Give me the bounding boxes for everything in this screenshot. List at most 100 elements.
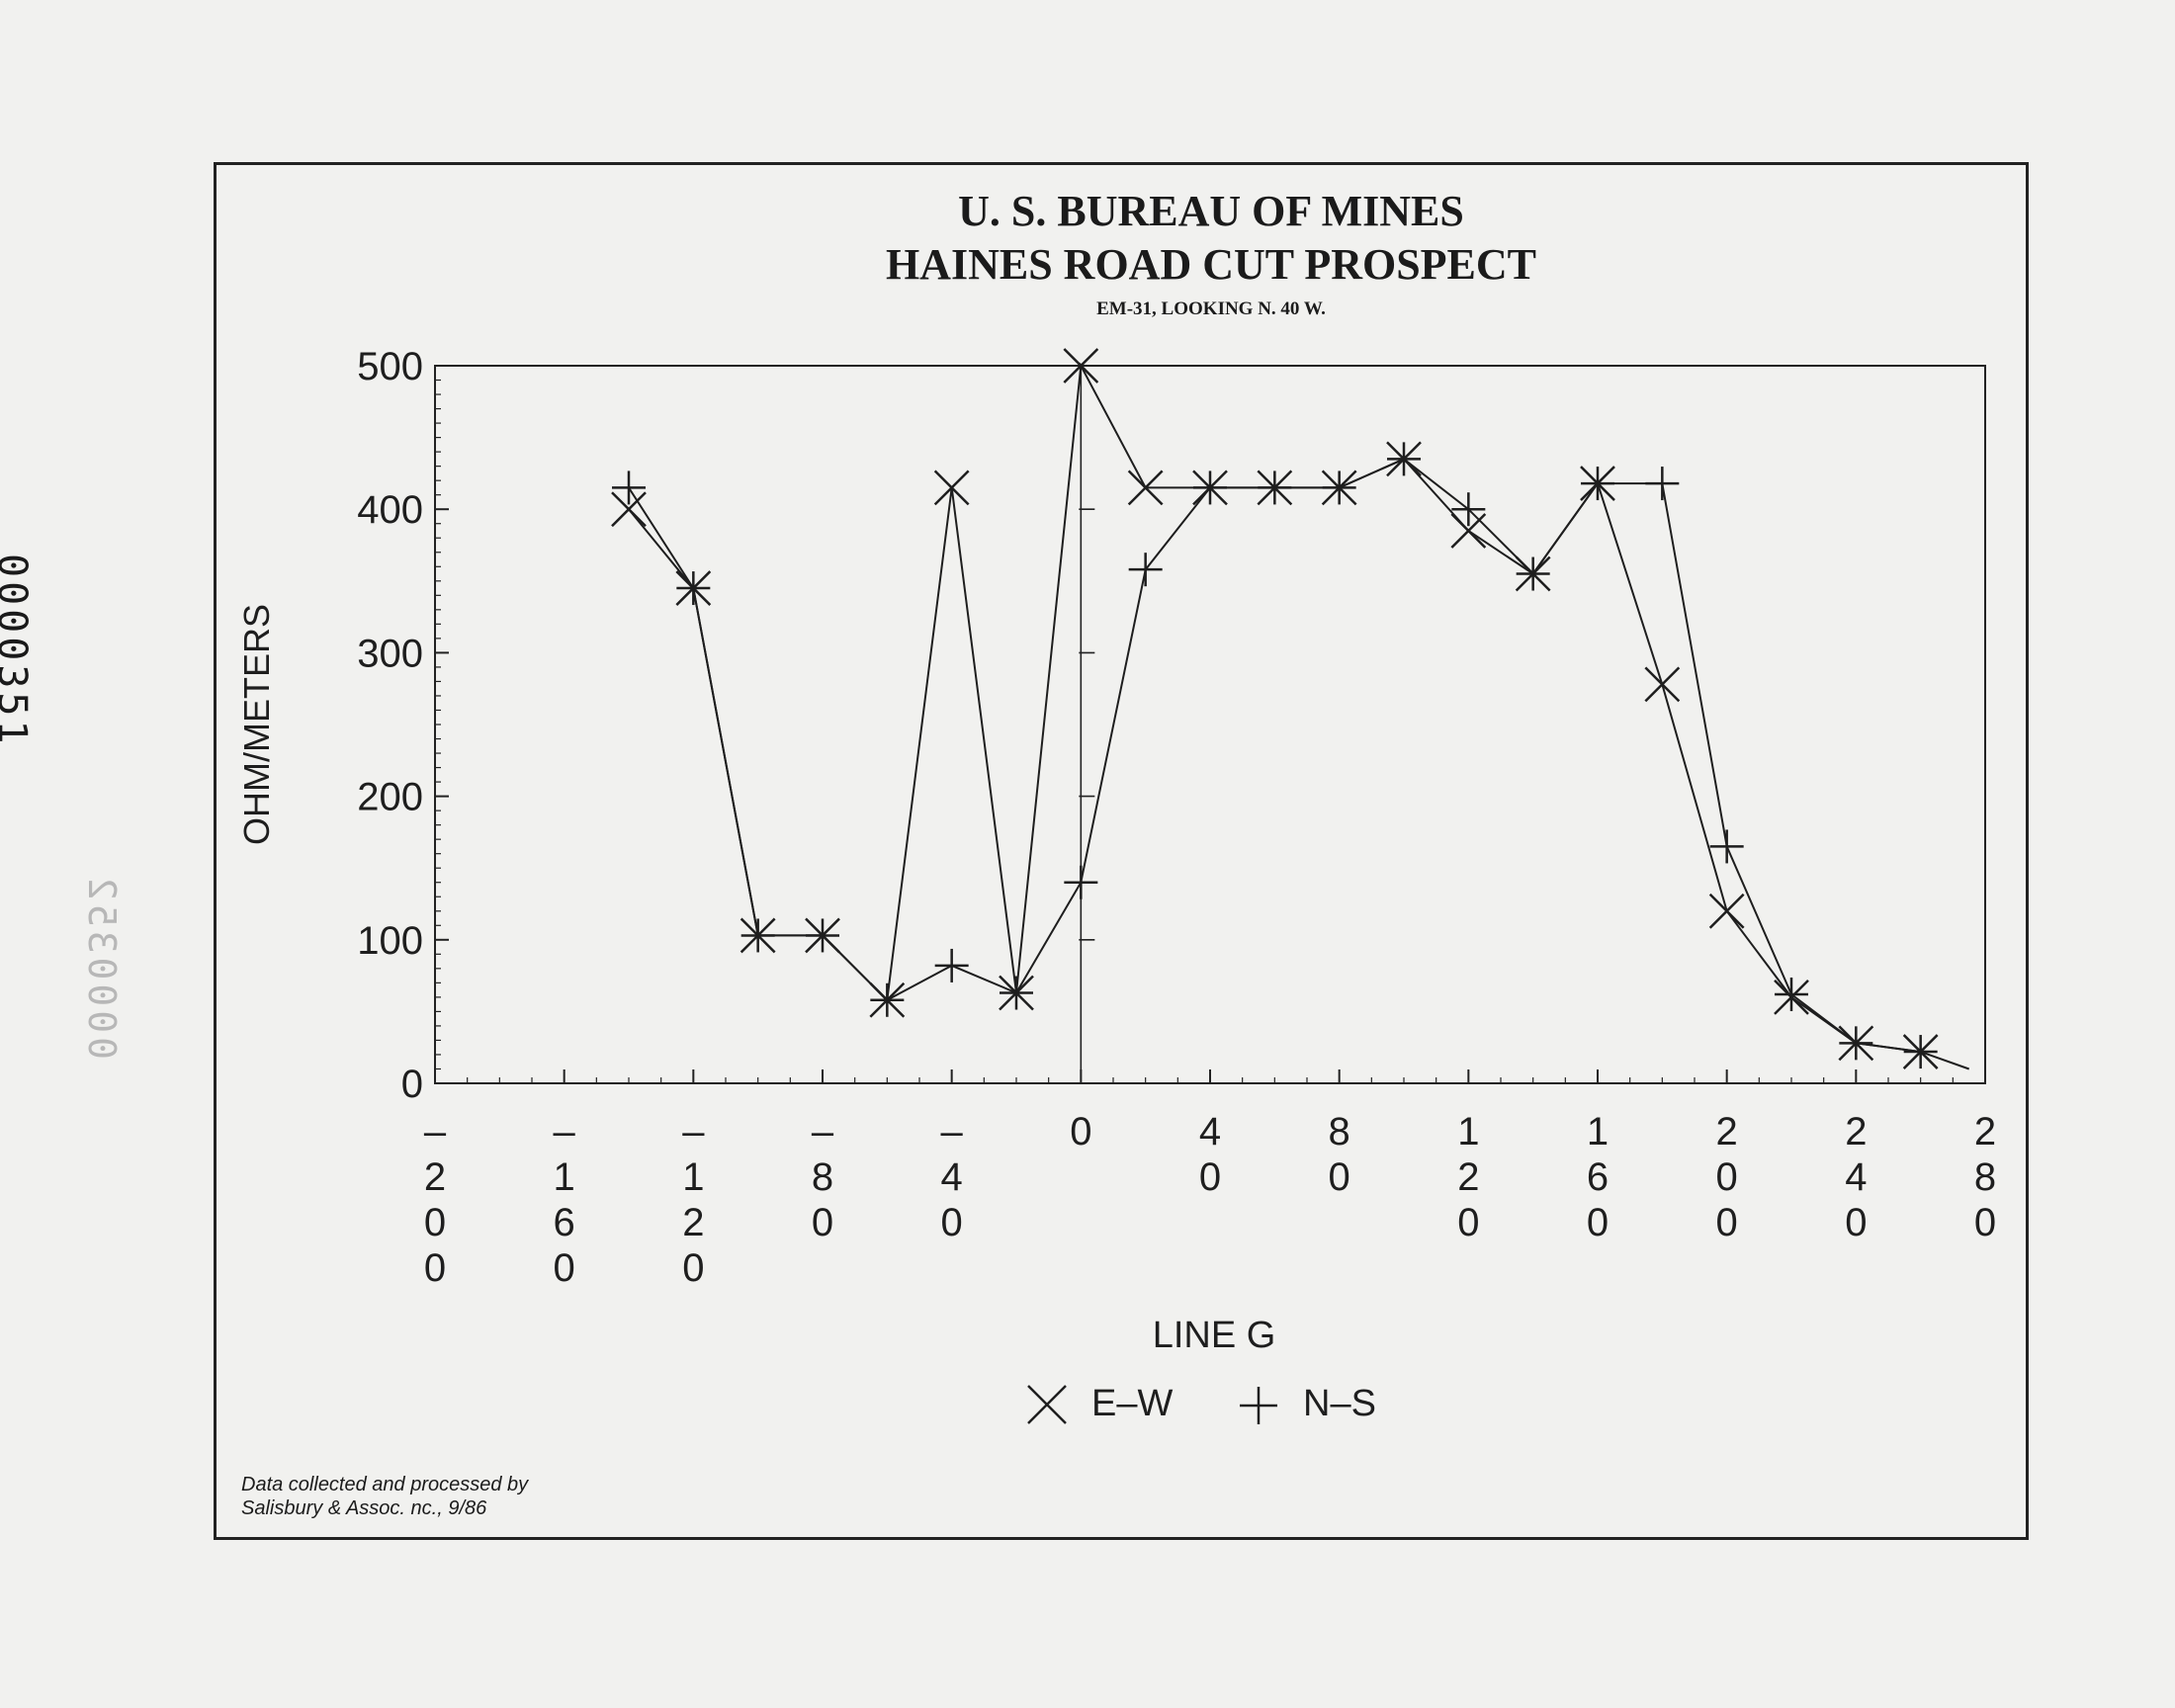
chart-title: U. S. BUREAU OF MINES — [958, 187, 1464, 235]
chart-subtitle: HAINES ROAD CUT PROSPECT — [886, 240, 1536, 289]
series-layer — [611, 348, 1970, 1070]
x-tick-label: 8 — [1974, 1155, 1996, 1199]
x-tick-label: 0 — [1716, 1155, 1738, 1199]
y-tick-label: 0 — [401, 1063, 423, 1106]
y-tick-label: 400 — [357, 488, 423, 532]
x-tick-label: 2 — [1457, 1155, 1479, 1199]
y-axis: 0 100 200 300 400 500 — [357, 345, 449, 1106]
series-ns — [612, 442, 1970, 1070]
x-tick-label: 2 — [1974, 1110, 1996, 1153]
x-tick-label: – — [812, 1110, 834, 1153]
marker-x — [1063, 348, 1099, 384]
x-tick-label: 1 — [554, 1155, 575, 1199]
zero-reference-line — [1079, 366, 1095, 1083]
marker-plus — [1258, 470, 1292, 505]
x-tick-label: 0 — [812, 1201, 833, 1244]
legend-marker-ns — [1240, 1387, 1277, 1424]
x-tick-label: 8 — [812, 1155, 833, 1199]
x-tick-label: 0 — [682, 1246, 704, 1290]
x-tick-label: 0 — [941, 1201, 963, 1244]
marker-stroke — [1063, 348, 1099, 384]
x-tick-label: 8 — [1329, 1110, 1350, 1153]
marker-plus — [676, 571, 711, 606]
x-tick-label: 0 — [424, 1201, 446, 1244]
marker-stroke — [933, 470, 970, 506]
x-tick-label: 2 — [424, 1155, 446, 1199]
marker-x — [1644, 666, 1681, 703]
credit-note: Data collected and processed by Salisbur… — [241, 1473, 656, 1520]
marker-x — [1127, 470, 1164, 506]
marker-plus — [1322, 470, 1356, 505]
marker-plus — [612, 470, 646, 505]
marker-plus — [1000, 976, 1033, 1010]
credit-line-2: Salisbury & Assoc. nc., 9/86 — [241, 1497, 487, 1519]
marker-plus — [1193, 470, 1227, 505]
x-tick-label: – — [554, 1110, 576, 1153]
x-tick-label: 0 — [424, 1246, 446, 1290]
marker-stroke — [611, 491, 647, 528]
x-tick-label: 1 — [1457, 1110, 1479, 1153]
chart-frame — [214, 162, 2029, 1540]
x-tick-label: 1 — [682, 1155, 704, 1199]
legend-marker-ew — [1027, 1385, 1067, 1424]
series-line — [628, 458, 1970, 1070]
marker-stroke — [1644, 666, 1681, 703]
legend-label-ns: N–S — [1303, 1383, 1376, 1424]
legend-label-ew: E–W — [1091, 1383, 1173, 1424]
x-tick-label: 0 — [1974, 1201, 1996, 1244]
x-tick-label: 0 — [1587, 1201, 1609, 1244]
marker-stroke — [1708, 893, 1745, 929]
x-tick-label: 6 — [1587, 1155, 1609, 1199]
marker-x — [933, 470, 970, 506]
marker-plus — [1451, 492, 1486, 527]
series-ew — [611, 348, 1939, 1069]
x-tick-label: – — [941, 1110, 964, 1153]
marker-x — [1708, 893, 1745, 929]
y-tick-label: 100 — [357, 919, 423, 963]
x-tick-label: 0 — [1329, 1155, 1350, 1199]
y-tick-label: 300 — [357, 632, 423, 675]
x-tick-label: 0 — [1070, 1110, 1091, 1153]
x-tick-label: 4 — [941, 1155, 963, 1199]
y-tick-label: 500 — [357, 345, 423, 388]
marker-plus — [1516, 556, 1550, 591]
x-tick-label: 2 — [1716, 1110, 1738, 1153]
marker-plus — [1064, 865, 1098, 899]
marker-plus — [1903, 1035, 1938, 1069]
marker-plus — [740, 918, 775, 953]
x-tick-label: 0 — [1199, 1155, 1221, 1199]
y-tick-label: 200 — [357, 776, 423, 819]
marker-plus — [1645, 467, 1680, 501]
marker-x — [611, 491, 647, 528]
x-tick-label: 0 — [554, 1246, 575, 1290]
marker-plus — [1839, 1026, 1873, 1061]
marker-plus — [870, 982, 905, 1017]
x-tick-label: 2 — [682, 1201, 704, 1244]
x-tick-label: 4 — [1845, 1155, 1867, 1199]
marker-stroke — [1127, 470, 1164, 506]
chart-subtitle-small: EM-31, LOOKING N. 40 W. — [1096, 299, 1326, 319]
x-tick-label: 1 — [1587, 1110, 1609, 1153]
y-axis-label: OHM/METERS — [236, 604, 277, 845]
marker-plus — [1581, 467, 1614, 501]
x-tick-label: 0 — [1716, 1201, 1738, 1244]
x-tick-label: – — [682, 1110, 705, 1153]
credit-line-1: Data collected and processed by — [241, 1474, 529, 1495]
marker-plus — [1387, 442, 1421, 476]
x-tick-label: 4 — [1199, 1110, 1221, 1153]
x-axis-label: LINE G — [1153, 1315, 1276, 1356]
x-tick-label: 2 — [1845, 1110, 1867, 1153]
marker-plus — [1775, 977, 1808, 1011]
x-tick-label: – — [424, 1110, 447, 1153]
marker-plus — [934, 948, 969, 982]
x-tick-label: 6 — [554, 1201, 575, 1244]
marker-plus — [1709, 829, 1744, 864]
legend: E–W N–S — [1027, 1383, 1376, 1424]
x-tick-label: 0 — [1457, 1201, 1479, 1244]
marker-plus — [1128, 553, 1163, 587]
marker-plus — [806, 918, 839, 953]
x-tick-label: 0 — [1845, 1201, 1867, 1244]
